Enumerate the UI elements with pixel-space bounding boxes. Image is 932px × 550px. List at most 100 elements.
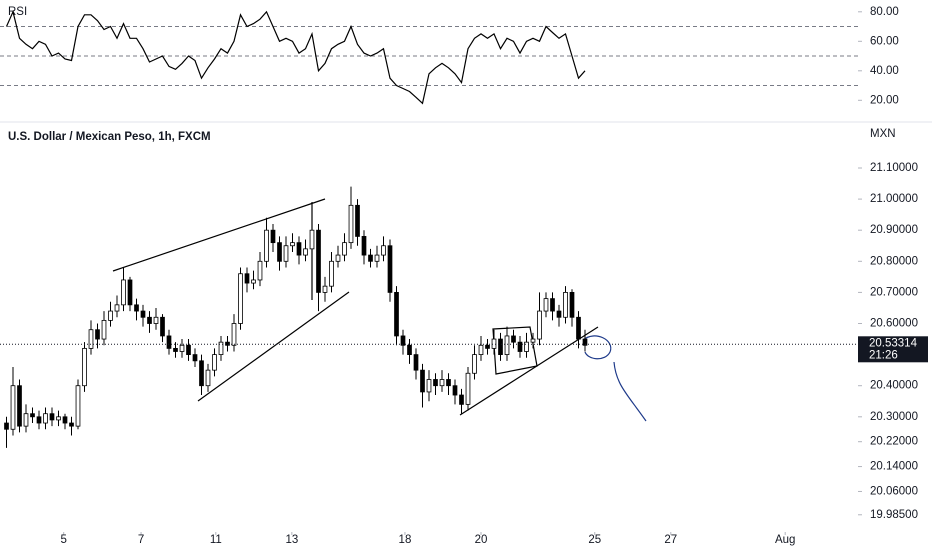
y-tick-label: 20.30000 <box>870 411 918 423</box>
candle-body <box>530 338 536 343</box>
candle-body <box>212 354 217 371</box>
y-tick-label: 19.98500 <box>870 509 918 521</box>
y-tick-label: 20.14000 <box>870 461 918 473</box>
candle-body <box>30 413 35 418</box>
candle-body <box>10 385 16 430</box>
candle-body <box>283 245 289 262</box>
current-price-box <box>858 336 928 363</box>
current-price-label: 20.53314 <box>869 337 918 349</box>
box-drawing <box>492 326 538 375</box>
candle-body <box>504 335 510 356</box>
candle-body <box>56 416 61 421</box>
candle-body <box>537 310 542 340</box>
candle-body <box>368 254 373 262</box>
y-tick-label: 20.22000 <box>870 436 918 448</box>
candle-body <box>114 304 120 312</box>
y-tick-label: 20.00 <box>870 94 899 106</box>
candle-body <box>134 304 139 312</box>
candle-body <box>257 260 263 281</box>
x-tick-label: 7 <box>138 534 144 546</box>
candle-body <box>335 254 341 262</box>
candle-body <box>160 316 165 337</box>
candle-body <box>95 329 100 340</box>
x-tick-label: 13 <box>285 534 298 546</box>
circle-drawing <box>582 335 612 360</box>
x-tick-label: Aug <box>775 534 795 546</box>
candle-body <box>296 242 302 256</box>
candle-body <box>485 344 490 349</box>
y-tick-label: 20.60000 <box>870 318 918 330</box>
candle-body <box>413 354 419 371</box>
candle-body <box>127 279 133 306</box>
candle-body <box>49 413 55 421</box>
candle-body <box>309 229 315 250</box>
candle-body <box>199 360 204 387</box>
x-tick-label: 27 <box>664 534 677 546</box>
candle-body <box>244 273 250 284</box>
candle-body <box>121 279 126 306</box>
candle-body <box>173 347 178 352</box>
candle-body <box>290 242 295 247</box>
y-tick-label: 20.70000 <box>870 286 918 298</box>
candle-body <box>231 323 237 346</box>
y-tick-label: 60.00 <box>870 35 899 47</box>
y-tick-label: 80.00 <box>870 6 899 18</box>
rsi-title: RSI <box>8 6 27 18</box>
candle-body <box>101 319 107 340</box>
candle-body <box>465 372 471 405</box>
candle-body <box>17 385 22 427</box>
candle-body <box>420 369 425 393</box>
candle-body <box>439 379 445 387</box>
candle-body <box>498 338 503 356</box>
candle-body <box>270 229 276 244</box>
trendline <box>112 198 326 272</box>
candle-body <box>550 298 555 312</box>
candle-body <box>264 229 269 262</box>
candle-body <box>400 335 406 346</box>
candle-body <box>348 204 354 244</box>
candle-body <box>517 341 523 352</box>
candle-body <box>576 316 581 340</box>
candle-body <box>166 335 172 349</box>
candle-body <box>459 394 464 405</box>
candle-body <box>62 416 68 424</box>
unit-label: MXN <box>870 128 896 140</box>
candle-body <box>140 310 146 318</box>
candle-body <box>218 341 224 356</box>
candle-body <box>491 338 497 349</box>
candle-body <box>374 254 380 262</box>
candle-body <box>108 310 113 321</box>
trendline <box>197 291 350 402</box>
x-tick-label: 18 <box>399 534 412 546</box>
candle-body <box>43 413 48 424</box>
y-tick-label: 20.40000 <box>870 380 918 392</box>
x-tick-label: 11 <box>210 534 222 546</box>
chart-title: U.S. Dollar / Mexican Peso, 1h, FXCM <box>8 131 211 143</box>
candle-body <box>563 292 568 318</box>
candle-body <box>511 335 516 343</box>
x-tick-label: 20 <box>475 534 488 546</box>
candle-body <box>225 341 230 346</box>
candle-body <box>478 344 484 356</box>
rsi-line <box>5 9 586 105</box>
candle-body <box>36 416 42 424</box>
y-tick-label: 21.00000 <box>870 193 918 205</box>
candle-body <box>569 292 575 318</box>
candle-body <box>556 310 562 318</box>
candle-body <box>277 242 282 262</box>
x-tick-label: 5 <box>60 534 66 546</box>
candle-body <box>316 229 321 293</box>
candle-body <box>329 260 334 287</box>
candle-body <box>394 292 399 337</box>
candle-body <box>238 273 243 324</box>
y-tick-label: 21.10000 <box>870 162 918 174</box>
candles <box>4 186 588 448</box>
candle-body <box>582 338 588 346</box>
candle-body <box>192 354 198 362</box>
y-tick-label: 20.90000 <box>870 224 918 236</box>
x-tick-label: 25 <box>588 534 601 546</box>
candle-body <box>75 385 81 427</box>
candle-body <box>153 316 159 324</box>
candle-body <box>426 379 432 393</box>
